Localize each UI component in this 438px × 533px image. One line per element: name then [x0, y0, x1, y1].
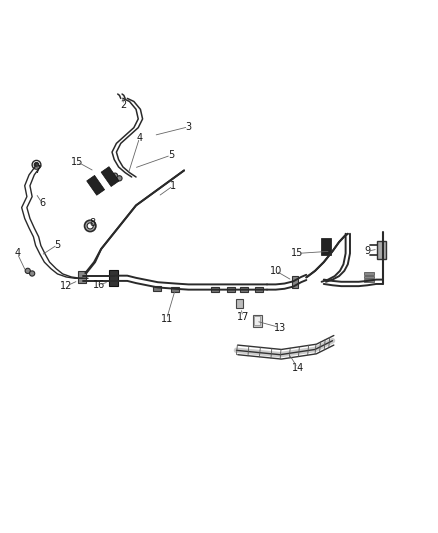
- Bar: [255, 287, 263, 292]
- Bar: [87, 175, 105, 195]
- Text: 12: 12: [60, 281, 72, 291]
- Circle shape: [32, 160, 41, 169]
- Text: 15: 15: [291, 248, 304, 259]
- Text: 2: 2: [121, 100, 127, 110]
- Circle shape: [117, 176, 122, 181]
- Bar: [364, 276, 374, 278]
- Bar: [211, 287, 219, 292]
- Text: 10: 10: [270, 266, 282, 276]
- Bar: [253, 314, 262, 327]
- Bar: [364, 279, 374, 282]
- Text: 17: 17: [237, 312, 249, 322]
- Bar: [171, 287, 179, 292]
- Text: 4: 4: [14, 248, 20, 259]
- Text: 11: 11: [160, 314, 173, 324]
- Text: 13: 13: [274, 322, 286, 333]
- Bar: [364, 272, 374, 275]
- Circle shape: [29, 271, 35, 276]
- Text: 9: 9: [364, 246, 371, 256]
- Circle shape: [113, 173, 118, 179]
- Bar: [292, 276, 298, 288]
- Circle shape: [34, 163, 39, 167]
- Text: 8: 8: [89, 218, 95, 228]
- Bar: [240, 287, 248, 292]
- Bar: [101, 167, 119, 187]
- Bar: [377, 241, 386, 259]
- Text: 14: 14: [291, 363, 304, 373]
- Circle shape: [87, 223, 93, 229]
- Bar: [254, 316, 261, 325]
- Bar: [78, 271, 86, 283]
- Text: 16: 16: [93, 280, 105, 290]
- Bar: [227, 287, 235, 292]
- Bar: [321, 238, 331, 255]
- Circle shape: [25, 268, 30, 273]
- Text: 1: 1: [170, 181, 176, 191]
- Bar: [237, 299, 244, 308]
- Text: 4: 4: [137, 133, 143, 143]
- Text: 5: 5: [54, 240, 60, 249]
- Text: 5: 5: [168, 150, 174, 160]
- Bar: [109, 270, 118, 286]
- Text: 15: 15: [71, 157, 83, 167]
- Text: 3: 3: [185, 122, 191, 132]
- Text: 6: 6: [39, 198, 45, 208]
- Text: 7: 7: [35, 165, 41, 175]
- Circle shape: [85, 220, 96, 231]
- Bar: [153, 286, 161, 291]
